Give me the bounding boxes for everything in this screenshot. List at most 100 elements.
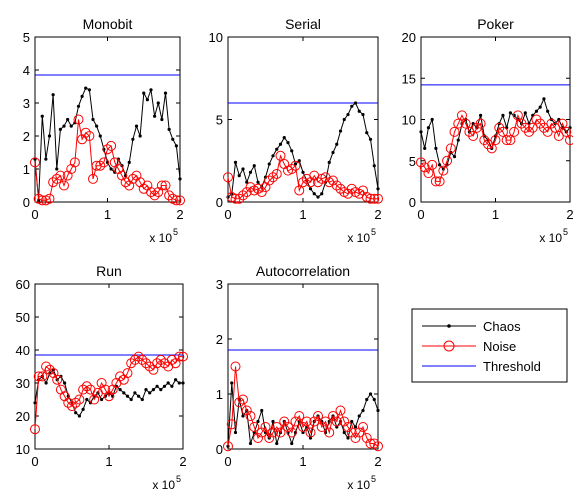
noise-point xyxy=(354,427,365,438)
chaos-point xyxy=(338,129,343,133)
x-multiplier-exponent: 5 xyxy=(371,474,376,484)
noise-point xyxy=(238,394,248,405)
chaos-point xyxy=(301,170,305,174)
x-tick-label: 0 xyxy=(224,207,231,222)
noise-point xyxy=(305,427,316,438)
noise-point xyxy=(561,126,572,137)
chaos-point xyxy=(372,164,376,168)
chaos-point xyxy=(144,388,148,392)
noise-point xyxy=(313,177,323,188)
noise-point xyxy=(365,193,376,204)
chaos-point xyxy=(55,167,59,171)
noise-point xyxy=(69,157,80,168)
subplot-run: Run 10 20 30 40 50 60 0 1 2 x 10 5 xyxy=(16,263,188,492)
chaos-point xyxy=(368,137,373,141)
y-tick-label: 5 xyxy=(409,154,416,169)
noise-point xyxy=(70,397,81,408)
noise-point xyxy=(565,135,573,146)
chaos-point xyxy=(233,430,238,435)
x-multiplier-base: x 10 xyxy=(347,478,370,492)
chaos-point xyxy=(479,113,483,117)
legend-marker-chaos xyxy=(447,324,451,328)
legend-label-chaos: Chaos xyxy=(483,319,521,334)
chaos-point xyxy=(138,134,142,138)
chaos-point xyxy=(140,397,144,402)
noise-point xyxy=(52,374,63,385)
chaos-point xyxy=(47,134,52,138)
axes-box xyxy=(34,36,181,203)
noise-point xyxy=(434,176,445,187)
chaos-point xyxy=(426,126,431,130)
noise-point xyxy=(505,135,516,146)
noise-point xyxy=(106,140,117,151)
noise-point xyxy=(316,422,327,432)
chaos-point xyxy=(248,441,253,446)
noise-point xyxy=(475,118,486,129)
y-tick-label: 1 xyxy=(216,387,223,402)
chaos-point xyxy=(174,378,178,382)
noise-point xyxy=(373,441,383,452)
chaos-point xyxy=(312,192,316,196)
noise-point xyxy=(51,173,62,184)
noise-point xyxy=(468,131,479,141)
noise-point xyxy=(427,159,438,170)
chaos-point xyxy=(241,414,245,418)
noise-point xyxy=(416,157,426,168)
noise-point xyxy=(48,177,59,188)
chart-title: Serial xyxy=(285,16,321,32)
noise-point xyxy=(320,416,331,427)
chaos-point xyxy=(501,113,505,117)
x-multiplier-exponent: 5 xyxy=(563,227,568,237)
chaos-point xyxy=(546,109,550,113)
noise-point xyxy=(234,193,245,204)
noise-point xyxy=(346,427,357,438)
noise-point xyxy=(271,422,282,432)
series-noise xyxy=(416,110,573,187)
chaos-point xyxy=(85,397,89,402)
chaos-point xyxy=(87,88,91,92)
noise-point xyxy=(245,411,256,421)
noise-point xyxy=(350,433,361,443)
chaos-point xyxy=(178,177,182,181)
chaos-point xyxy=(368,392,373,396)
chaos-point xyxy=(62,124,66,128)
chaos-point xyxy=(166,381,170,385)
noise-point xyxy=(542,126,553,137)
chaos-point xyxy=(127,160,131,164)
chaos-point xyxy=(260,408,264,413)
noise-point xyxy=(553,131,564,141)
x-tick-label: 2 xyxy=(566,207,573,222)
y-tick-label: 3 xyxy=(23,96,30,111)
noise-point xyxy=(286,427,297,438)
legend-label-threshold: Threshold xyxy=(483,359,541,374)
chaos-point xyxy=(51,93,55,97)
chaos-point xyxy=(290,149,294,153)
chaos-point xyxy=(159,388,163,392)
x-multiplier-exponent: 5 xyxy=(371,227,376,237)
noise-point xyxy=(59,180,69,191)
noise-point xyxy=(490,135,501,146)
noise-point xyxy=(44,193,55,204)
noise-point xyxy=(88,173,98,184)
x-tick-label: 1 xyxy=(492,207,499,222)
noise-point xyxy=(253,433,263,443)
chaos-point xyxy=(129,397,133,402)
noise-point xyxy=(509,126,520,137)
chaos-point xyxy=(118,388,122,392)
noise-point xyxy=(328,411,338,421)
noise-point xyxy=(290,160,301,171)
y-tick-label: 4 xyxy=(23,63,30,78)
y-tick-label: 0 xyxy=(216,195,223,210)
legend-marker-noise xyxy=(443,340,455,352)
noise-point xyxy=(423,168,434,179)
x-tick-label: 0 xyxy=(31,454,38,469)
y-tick-label: 0 xyxy=(409,195,416,210)
chaos-point xyxy=(63,381,67,385)
noise-point xyxy=(361,433,372,443)
y-tick-label: 40 xyxy=(16,343,30,358)
chaos-point xyxy=(293,162,298,166)
chaos-point xyxy=(100,397,104,402)
chaos-point xyxy=(160,117,164,122)
chaos-point xyxy=(342,117,346,122)
noise-point xyxy=(81,381,92,392)
